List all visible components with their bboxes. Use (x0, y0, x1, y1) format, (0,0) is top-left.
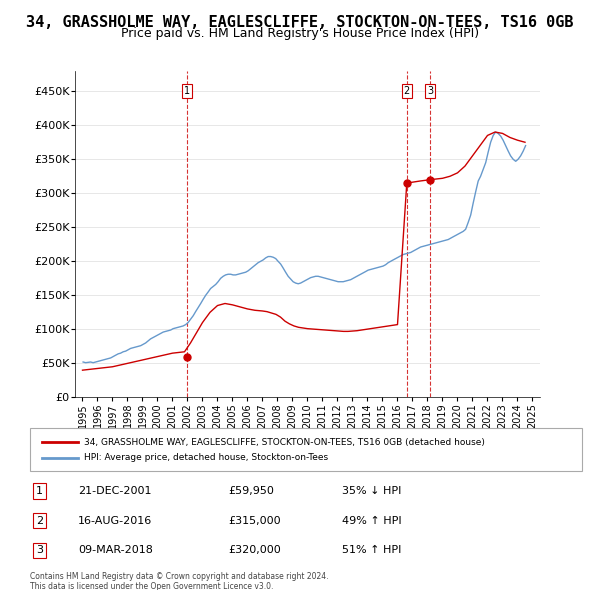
Text: 51% ↑ HPI: 51% ↑ HPI (342, 545, 401, 555)
FancyBboxPatch shape (30, 428, 582, 471)
Text: Price paid vs. HM Land Registry's House Price Index (HPI): Price paid vs. HM Land Registry's House … (121, 27, 479, 40)
Text: 49% ↑ HPI: 49% ↑ HPI (342, 516, 401, 526)
Text: HPI: Average price, detached house, Stockton-on-Tees: HPI: Average price, detached house, Stoc… (84, 453, 328, 463)
Text: 3: 3 (36, 545, 43, 555)
Text: 16-AUG-2016: 16-AUG-2016 (78, 516, 152, 526)
Text: 09-MAR-2018: 09-MAR-2018 (78, 545, 153, 555)
Text: £315,000: £315,000 (228, 516, 281, 526)
Text: £59,950: £59,950 (228, 486, 274, 496)
Text: This data is licensed under the Open Government Licence v3.0.: This data is licensed under the Open Gov… (30, 582, 274, 590)
Text: 3: 3 (427, 86, 433, 96)
Text: 21-DEC-2001: 21-DEC-2001 (78, 486, 151, 496)
Text: 35% ↓ HPI: 35% ↓ HPI (342, 486, 401, 496)
Text: Contains HM Land Registry data © Crown copyright and database right 2024.: Contains HM Land Registry data © Crown c… (30, 572, 329, 581)
Text: 34, GRASSHOLME WAY, EAGLESCLIFFE, STOCKTON-ON-TEES, TS16 0GB: 34, GRASSHOLME WAY, EAGLESCLIFFE, STOCKT… (26, 15, 574, 30)
Text: £320,000: £320,000 (228, 545, 281, 555)
Text: 2: 2 (36, 516, 43, 526)
Text: 1: 1 (184, 86, 190, 96)
Text: 1: 1 (36, 486, 43, 496)
Text: 34, GRASSHOLME WAY, EAGLESCLIFFE, STOCKTON-ON-TEES, TS16 0GB (detached house): 34, GRASSHOLME WAY, EAGLESCLIFFE, STOCKT… (84, 438, 485, 447)
Text: 2: 2 (404, 86, 410, 96)
